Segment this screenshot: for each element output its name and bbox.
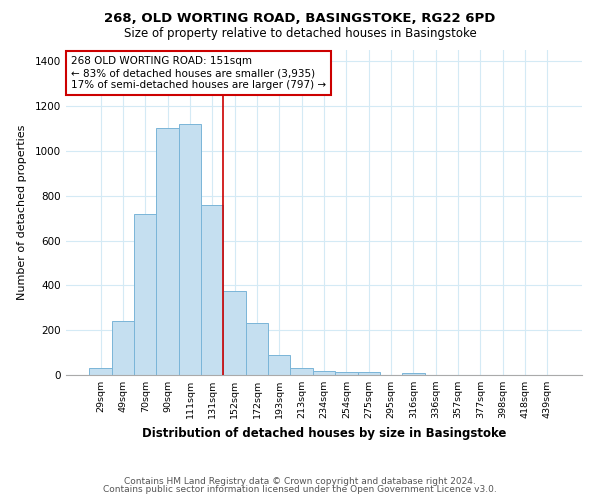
Bar <box>201 204 223 375</box>
Bar <box>313 370 335 375</box>
Bar <box>223 291 246 375</box>
X-axis label: Distribution of detached houses by size in Basingstoke: Distribution of detached houses by size … <box>142 426 506 440</box>
Bar <box>179 124 201 375</box>
Text: 268 OLD WORTING ROAD: 151sqm
← 83% of detached houses are smaller (3,935)
17% of: 268 OLD WORTING ROAD: 151sqm ← 83% of de… <box>71 56 326 90</box>
Bar <box>268 355 290 375</box>
Bar <box>246 324 268 375</box>
Bar <box>89 368 112 375</box>
Bar <box>157 128 179 375</box>
Bar <box>402 373 425 375</box>
Bar <box>112 321 134 375</box>
Text: Size of property relative to detached houses in Basingstoke: Size of property relative to detached ho… <box>124 28 476 40</box>
Bar <box>290 368 313 375</box>
Bar <box>134 214 157 375</box>
Text: Contains HM Land Registry data © Crown copyright and database right 2024.: Contains HM Land Registry data © Crown c… <box>124 477 476 486</box>
Text: Contains public sector information licensed under the Open Government Licence v3: Contains public sector information licen… <box>103 485 497 494</box>
Text: 268, OLD WORTING ROAD, BASINGSTOKE, RG22 6PD: 268, OLD WORTING ROAD, BASINGSTOKE, RG22… <box>104 12 496 26</box>
Bar <box>358 372 380 375</box>
Bar <box>335 372 358 375</box>
Y-axis label: Number of detached properties: Number of detached properties <box>17 125 26 300</box>
